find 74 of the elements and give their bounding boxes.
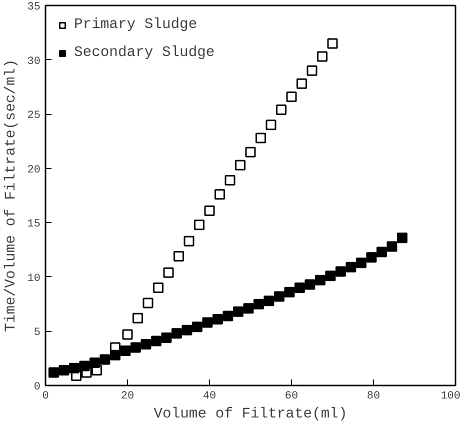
point <box>79 360 90 372</box>
y-tick-label: 30 <box>27 56 40 68</box>
point <box>163 267 174 278</box>
point <box>212 314 223 325</box>
point <box>386 241 398 252</box>
y-tick-label: 25 <box>27 110 40 122</box>
point <box>245 146 256 158</box>
x-tick-label: 60 <box>284 390 298 402</box>
y-tick-label: 10 <box>27 272 40 285</box>
legend-label: Primary Sludge <box>74 17 198 33</box>
point <box>153 282 164 294</box>
point <box>214 189 225 200</box>
point <box>235 160 246 170</box>
x-axis-title: Volume of Filtrate(ml) <box>154 406 348 422</box>
point <box>266 120 276 130</box>
point <box>335 266 346 277</box>
point <box>276 104 286 115</box>
point <box>264 296 274 306</box>
point <box>286 91 297 102</box>
point <box>202 317 213 328</box>
y-tick-label: 5 <box>34 327 41 340</box>
point <box>58 365 70 376</box>
y-tick-label: 20 <box>27 164 40 176</box>
point <box>274 291 284 302</box>
point <box>150 336 162 346</box>
point <box>161 332 172 343</box>
point <box>171 328 182 339</box>
point <box>120 346 131 356</box>
point <box>122 329 133 340</box>
point <box>182 324 192 336</box>
point <box>284 286 295 298</box>
point <box>304 279 316 290</box>
point <box>89 357 100 368</box>
point <box>325 270 336 282</box>
point <box>130 342 141 353</box>
point <box>140 338 152 350</box>
point <box>204 205 215 216</box>
point <box>366 252 377 263</box>
point <box>396 232 408 244</box>
point <box>256 132 266 144</box>
y-axis-title: Time/Volume of Filtrate(sec/ml) <box>3 59 20 332</box>
point <box>224 175 236 186</box>
point <box>132 312 143 324</box>
point <box>110 350 120 360</box>
x-tick-label: 100 <box>440 390 461 402</box>
y-tick-label: 35 <box>27 2 40 14</box>
point <box>296 78 307 89</box>
point <box>306 65 318 76</box>
point <box>100 354 110 365</box>
point <box>222 310 234 322</box>
point <box>174 251 184 262</box>
y-tick-label: 0 <box>34 382 41 394</box>
point <box>192 322 202 332</box>
point <box>232 306 244 317</box>
x-tick-label: 80 <box>366 390 380 402</box>
point <box>253 298 264 310</box>
point <box>194 220 204 230</box>
point <box>317 51 328 62</box>
point <box>243 303 254 314</box>
point <box>327 38 338 49</box>
point <box>142 298 154 308</box>
point <box>376 246 387 258</box>
point <box>294 282 305 294</box>
x-tick-label: 40 <box>202 390 216 402</box>
x-tick-label: 20 <box>120 390 134 402</box>
point <box>314 274 326 286</box>
point <box>68 362 80 374</box>
point <box>356 258 366 268</box>
legend-label: Secondary Sludge <box>74 45 215 61</box>
point <box>346 262 356 272</box>
point <box>48 367 59 378</box>
point <box>184 236 194 246</box>
x-tick-label: 0 <box>42 390 49 402</box>
y-tick-label: 15 <box>27 218 40 231</box>
